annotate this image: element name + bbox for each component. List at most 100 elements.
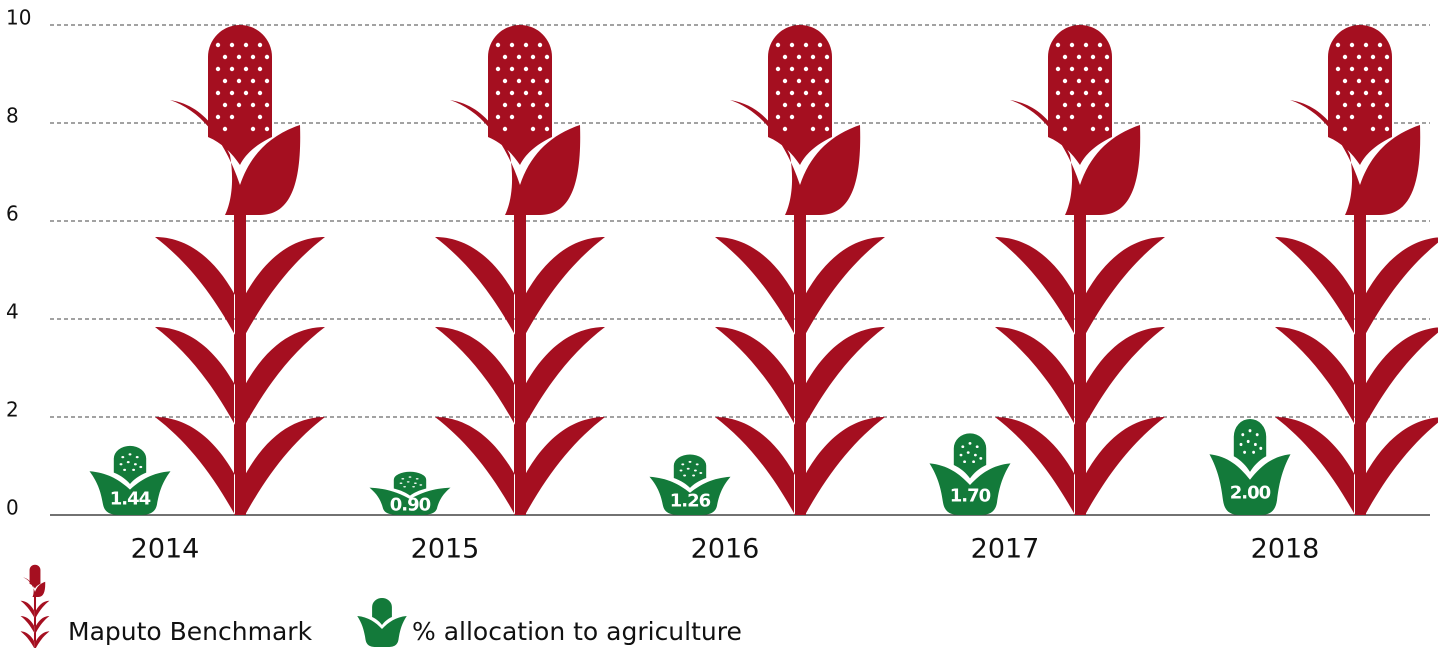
kernel xyxy=(1104,126,1110,132)
kernel xyxy=(1349,66,1355,72)
kernel xyxy=(243,66,249,72)
kernel xyxy=(1062,78,1068,84)
kernel xyxy=(1097,66,1103,72)
y-tick-label: 6 xyxy=(6,202,19,226)
kernel xyxy=(1349,90,1355,96)
kernel xyxy=(135,456,139,459)
kernel xyxy=(1384,54,1390,60)
y-tick-label: 4 xyxy=(6,300,19,324)
legend-marker xyxy=(20,564,50,648)
kernel xyxy=(1083,66,1089,72)
kernel xyxy=(1335,90,1341,96)
kernel xyxy=(133,463,137,466)
kernel xyxy=(1342,102,1348,108)
legend-marker xyxy=(357,598,407,647)
kernel xyxy=(1097,90,1103,96)
kernel xyxy=(1083,42,1089,48)
kernel xyxy=(1055,42,1061,48)
kernel xyxy=(1377,114,1383,120)
kernel xyxy=(679,469,683,472)
kernel xyxy=(1370,126,1376,132)
kernel xyxy=(688,460,692,463)
x-tick-label: 2014 xyxy=(131,534,200,565)
kernel xyxy=(789,42,795,48)
kernel xyxy=(1356,102,1362,108)
kernel xyxy=(1069,114,1075,120)
kernel xyxy=(1335,114,1341,120)
kernel xyxy=(1335,66,1341,72)
kernel xyxy=(810,126,816,132)
kernel xyxy=(1239,442,1243,447)
kernel xyxy=(968,442,972,445)
kernel xyxy=(973,453,977,457)
kernel xyxy=(683,474,687,477)
benchmark-plant xyxy=(155,25,325,515)
benchmark-mark xyxy=(995,25,1165,515)
kernel xyxy=(215,42,221,48)
kernel xyxy=(782,78,788,84)
benchmark-plant xyxy=(435,25,605,515)
kernel xyxy=(119,463,123,466)
value-label: 2.00 xyxy=(1230,482,1271,503)
kernel xyxy=(123,468,127,471)
kernel xyxy=(139,465,143,469)
kernel xyxy=(796,54,802,60)
kernel xyxy=(699,472,703,475)
kernel xyxy=(419,484,423,486)
kernel xyxy=(1363,42,1369,48)
kernel xyxy=(530,126,536,132)
kernel xyxy=(415,478,419,480)
kernel xyxy=(789,114,795,120)
kernel xyxy=(412,486,416,488)
kernel xyxy=(132,468,136,471)
value-label: 1.70 xyxy=(950,486,991,507)
kernel xyxy=(544,102,550,108)
kernel xyxy=(1243,450,1247,454)
kernel xyxy=(413,482,417,484)
kernel xyxy=(250,78,256,84)
kernel xyxy=(810,54,816,60)
kernel xyxy=(681,463,685,466)
kernel xyxy=(1062,54,1068,60)
kernel xyxy=(1104,102,1110,108)
x-tick-label: 2017 xyxy=(971,534,1040,565)
kernel xyxy=(693,469,697,472)
kernel xyxy=(1090,102,1096,108)
kernel xyxy=(1384,78,1390,84)
kernel xyxy=(229,66,235,72)
kernel xyxy=(530,54,536,60)
kernel xyxy=(509,66,515,72)
kernel xyxy=(817,90,823,96)
kernel xyxy=(257,90,263,96)
kernel xyxy=(817,66,823,72)
value-label: 1.44 xyxy=(110,488,151,509)
kernel xyxy=(1076,102,1082,108)
kernel xyxy=(1083,90,1089,96)
x-tick-label: 2016 xyxy=(691,534,760,565)
kernel xyxy=(544,126,550,132)
benchmark-mark xyxy=(155,25,325,515)
kernel xyxy=(544,78,550,84)
kernel xyxy=(523,66,529,72)
x-tick-label: 2015 xyxy=(411,534,480,565)
kernel xyxy=(775,114,781,120)
kernel xyxy=(803,66,809,72)
kernel xyxy=(509,42,515,48)
kernel xyxy=(406,481,410,483)
kernel xyxy=(257,42,263,48)
kernel xyxy=(537,114,543,120)
kernel xyxy=(544,54,550,60)
kernel xyxy=(1363,66,1369,72)
allocation-icon xyxy=(369,471,451,515)
kernel xyxy=(264,126,270,132)
x-tick-label: 2018 xyxy=(1251,534,1320,565)
kernel xyxy=(692,474,696,477)
y-tick-label: 2 xyxy=(6,398,19,422)
kernel xyxy=(516,54,522,60)
kernel xyxy=(810,102,816,108)
kernel xyxy=(1062,126,1068,132)
kernel xyxy=(789,90,795,96)
kernel xyxy=(502,126,508,132)
kernel xyxy=(1104,78,1110,84)
kernel xyxy=(824,78,830,84)
